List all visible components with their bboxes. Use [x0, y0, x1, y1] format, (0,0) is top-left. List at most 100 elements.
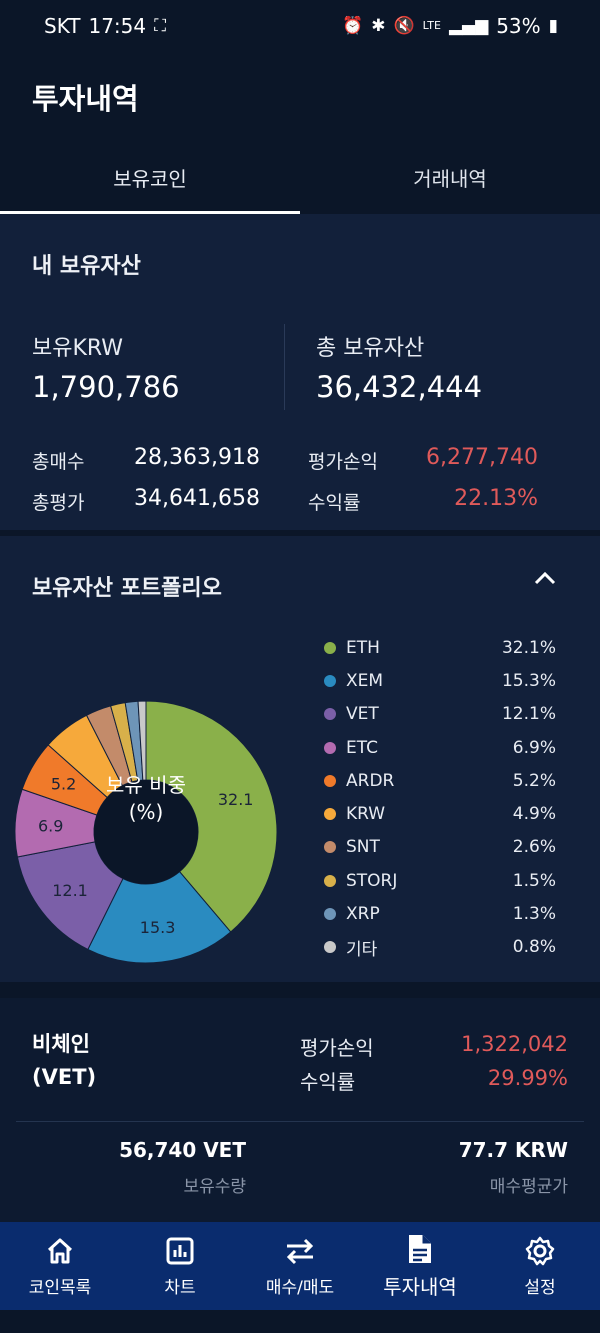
mute-icon: 🔇	[393, 16, 415, 36]
legend-dot-icon	[324, 908, 336, 921]
holding-rate-value: 29.99%	[487, 1066, 568, 1090]
nav-label: 매수/매도	[265, 1277, 335, 1298]
legend-dot-icon	[324, 841, 336, 854]
total-assets-label: 총 보유자산	[316, 336, 425, 361]
legend-item[interactable]: 기타 0.8%	[324, 931, 556, 964]
donut-hole	[94, 780, 198, 884]
legend-item[interactable]: XRP 1.3%	[324, 897, 556, 930]
legend-item[interactable]: KRW 4.9%	[324, 797, 556, 830]
holding-pl-value: 1,322,042	[461, 1032, 568, 1056]
slice-label: 5.2	[51, 775, 76, 794]
page-title: 투자내역	[32, 82, 139, 116]
legend-percent: 1.3%	[512, 904, 556, 925]
tab-trade-history[interactable]: 거래내역	[413, 166, 487, 191]
return-rate-label: 수익률	[308, 492, 361, 514]
chart-icon	[164, 1235, 196, 1267]
total-eval-label: 총평가	[32, 492, 85, 514]
divider	[284, 324, 285, 410]
legend-percent: 2.6%	[512, 837, 556, 858]
krw-value: 1,790,786	[32, 370, 180, 404]
alarm-icon: ⏰	[342, 16, 364, 36]
portfolio-legend: ETH 32.1% XEM 15.3% VET 12.1% ETC 6.9% ARDR 5.2% K…	[324, 631, 556, 964]
krw-label: 보유KRW	[32, 336, 124, 361]
legend-dot-icon	[324, 674, 336, 687]
coin-name-block: 비체인 (VET)	[32, 1028, 96, 1094]
screenshot-icon: ⛶	[154, 16, 167, 36]
portfolio-donut-chart: 32.1 15.3 12.1 6.9 5.2	[14, 700, 278, 964]
legend-dot-icon	[324, 774, 336, 787]
assets-title: 내 보유자산	[32, 254, 141, 279]
system-nav-strip	[0, 1310, 600, 1333]
legend-dot-icon	[324, 874, 336, 887]
nav-label: 설정	[524, 1277, 556, 1298]
gear-icon	[524, 1235, 556, 1267]
legend-percent: 5.2%	[512, 770, 556, 791]
legend-name: XRP	[346, 904, 380, 925]
my-assets-panel: 내 보유자산 보유KRW 1,790,786 총 보유자산 36,432,444…	[0, 214, 600, 530]
legend-name: VET	[346, 704, 379, 725]
tab-holdings[interactable]: 보유코인	[0, 140, 300, 214]
legend-item[interactable]: XEM 15.3%	[324, 664, 556, 697]
collapse-chevron-icon[interactable]	[534, 566, 556, 591]
tab-bar: 보유코인 거래내역	[0, 140, 600, 214]
legend-percent: 32.1%	[501, 637, 556, 658]
legend-item[interactable]: ETC 6.9%	[324, 731, 556, 764]
center-label: 보유 비중	[106, 773, 186, 797]
nav-chart[interactable]: 차트	[120, 1222, 240, 1310]
legend-name: 기타	[346, 939, 378, 960]
legend-dot-icon	[324, 941, 336, 954]
legend-name: ARDR	[346, 770, 395, 791]
legend-item[interactable]: ARDR 5.2%	[324, 764, 556, 797]
slice-label: 32.1	[218, 790, 254, 809]
profit-loss-value: 6,277,740	[426, 445, 538, 470]
total-buy-value: 28,363,918	[134, 445, 260, 470]
legend-item[interactable]: STORJ 1.5%	[324, 864, 556, 897]
nav-trade[interactable]: 매수/매도	[240, 1222, 360, 1310]
carrier-label: SKT	[44, 14, 81, 38]
coin-name: 비체인	[32, 1032, 90, 1056]
portfolio-panel: 보유자산 포트폴리오 32.1 15.3 12.1 6.9 5.2 보유 비중 (%) …	[0, 536, 600, 982]
nav-label: 코인목록	[28, 1277, 92, 1298]
legend-percent: 0.8%	[512, 937, 556, 958]
holding-qty-value: 56,740 VET	[119, 1138, 246, 1162]
legend-name: KRW	[346, 804, 386, 825]
holding-separator	[16, 1121, 584, 1122]
legend-item[interactable]: SNT 2.6%	[324, 831, 556, 864]
holding-avg-value: 77.7 KRW	[458, 1138, 568, 1162]
nav-investments[interactable]: 투자내역	[360, 1222, 480, 1310]
legend-dot-icon	[324, 641, 336, 654]
legend-item[interactable]: ETH 32.1%	[324, 631, 556, 664]
legend-percent: 12.1%	[501, 704, 556, 725]
legend-percent: 15.3%	[501, 670, 556, 691]
profit-loss-label: 평가손익	[308, 451, 378, 473]
legend-percent: 4.9%	[512, 804, 556, 825]
nav-label: 투자내역	[383, 1274, 457, 1299]
holding-avg-label: 매수평균가	[489, 1177, 568, 1197]
clock: 17:54	[88, 14, 147, 38]
nav-coin-list[interactable]: 코인목록	[0, 1222, 120, 1310]
bottom-navigation: 코인목록 차트 매수/매도 투자내역 설정	[0, 1222, 600, 1310]
swap-icon	[284, 1235, 316, 1267]
battery-icon: ▮	[548, 16, 558, 36]
legend-name: ETC	[346, 737, 378, 758]
return-rate-value: 22.13%	[454, 486, 538, 511]
signal-icon: ▂▄▆	[448, 16, 489, 36]
document-icon	[404, 1233, 436, 1265]
legend-item[interactable]: VET 12.1%	[324, 698, 556, 731]
legend-dot-icon	[324, 808, 336, 821]
slice-label: 15.3	[140, 918, 176, 937]
total-buy-label: 총매수	[32, 451, 85, 473]
coin-symbol: (VET)	[32, 1065, 97, 1089]
bluetooth-icon: ✱	[371, 16, 386, 36]
holding-card[interactable]: 비체인 (VET) 평가손익 1,322,042 수익률 29.99% 56,7…	[0, 998, 600, 1222]
slice-label: 6.9	[38, 816, 63, 835]
legend-percent: 6.9%	[512, 737, 556, 758]
legend-percent: 1.5%	[512, 870, 556, 891]
nav-settings[interactable]: 설정	[480, 1222, 600, 1310]
nav-label: 차트	[164, 1277, 196, 1298]
total-eval-value: 34,641,658	[134, 486, 260, 511]
portfolio-title: 보유자산 포트폴리오	[32, 576, 222, 601]
donut-center-label: 보유 비중 (%)	[96, 772, 196, 826]
legend-name: SNT	[346, 837, 380, 858]
legend-name: XEM	[346, 670, 384, 691]
